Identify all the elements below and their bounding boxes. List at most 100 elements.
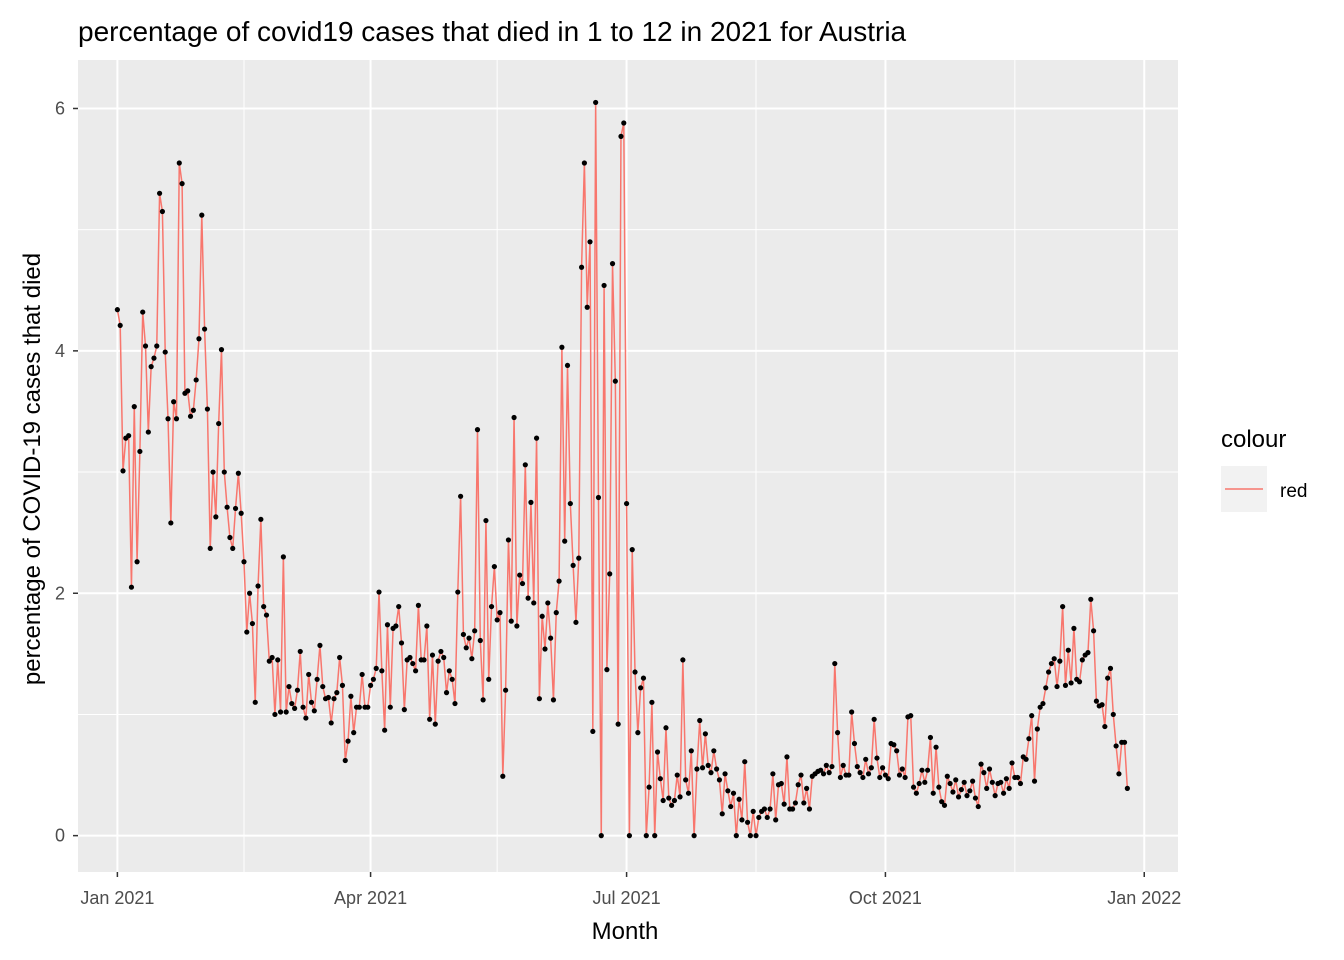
data-point xyxy=(612,378,618,384)
data-point xyxy=(480,697,486,703)
data-point xyxy=(767,806,773,812)
data-point xyxy=(823,762,829,768)
data-point xyxy=(854,763,860,770)
data-point xyxy=(159,208,165,215)
data-point xyxy=(826,770,832,776)
data-point xyxy=(216,420,222,427)
data-point xyxy=(179,181,185,187)
data-point xyxy=(674,772,680,778)
data-point xyxy=(609,261,616,267)
data-point xyxy=(989,779,995,785)
data-point xyxy=(199,212,205,218)
data-point xyxy=(210,469,216,475)
data-point xyxy=(539,613,545,619)
data-point xyxy=(567,500,573,507)
data-point xyxy=(469,656,475,662)
data-point xyxy=(424,623,430,629)
chart-title: percentage of covid19 cases that died in… xyxy=(78,16,907,47)
data-point xyxy=(387,704,393,710)
data-point xyxy=(691,833,697,839)
data-point xyxy=(598,833,604,839)
data-point xyxy=(649,699,655,705)
data-point xyxy=(950,789,956,795)
legend: colour red xyxy=(1221,426,1307,512)
data-point xyxy=(542,646,548,652)
data-point xyxy=(618,133,624,139)
data-point xyxy=(556,578,562,584)
data-point xyxy=(1093,698,1100,704)
data-point xyxy=(773,817,779,823)
data-point xyxy=(756,814,762,821)
data-point xyxy=(145,429,151,435)
data-point xyxy=(474,427,481,433)
data-point xyxy=(877,774,883,781)
data-point xyxy=(505,537,512,543)
data-point xyxy=(213,514,219,520)
data-point xyxy=(837,774,844,781)
data-point xyxy=(441,654,447,661)
data-point xyxy=(899,766,905,772)
data-point xyxy=(320,683,326,690)
data-point xyxy=(131,404,137,410)
data-point xyxy=(753,833,759,839)
data-point xyxy=(311,708,317,714)
data-point xyxy=(1031,778,1038,784)
data-point xyxy=(297,648,303,655)
data-point xyxy=(337,654,343,661)
data-point xyxy=(978,761,984,767)
data-point xyxy=(351,730,357,736)
data-point xyxy=(716,777,723,783)
data-point xyxy=(308,699,315,705)
data-point xyxy=(955,794,962,800)
data-point xyxy=(1026,736,1032,742)
data-point xyxy=(452,700,458,707)
data-point xyxy=(615,721,621,727)
data-point xyxy=(421,657,427,663)
data-point xyxy=(382,727,388,733)
data-point xyxy=(398,640,405,646)
data-point xyxy=(972,795,979,801)
data-point xyxy=(114,307,120,313)
data-point xyxy=(961,779,967,785)
data-point xyxy=(528,499,534,505)
y-axis-title: percentage of COVID-19 cases that died xyxy=(19,253,46,685)
data-point xyxy=(1043,685,1049,691)
data-point xyxy=(1105,675,1111,681)
data-point xyxy=(581,160,587,166)
data-point xyxy=(207,545,213,552)
data-point xyxy=(342,757,348,764)
data-point xyxy=(635,730,641,736)
data-point xyxy=(798,772,804,778)
data-point xyxy=(280,554,286,560)
data-point xyxy=(967,788,973,794)
x-tick-label: Jul 2021 xyxy=(593,888,661,908)
data-point xyxy=(1017,780,1024,787)
data-point xyxy=(590,728,596,735)
data-point xyxy=(750,808,756,815)
data-point xyxy=(202,326,208,332)
data-point xyxy=(761,806,768,812)
data-point xyxy=(1051,656,1057,662)
data-point xyxy=(1040,700,1046,707)
x-tick-label: Jan 2022 xyxy=(1107,888,1181,908)
data-point xyxy=(739,817,745,823)
data-point xyxy=(376,589,382,595)
data-point xyxy=(640,675,647,681)
data-point xyxy=(283,709,289,715)
data-point xyxy=(185,388,191,394)
data-point xyxy=(908,713,914,719)
data-point xyxy=(373,665,379,671)
data-point xyxy=(117,322,123,329)
data-point xyxy=(435,658,441,664)
data-point xyxy=(781,801,787,807)
data-point xyxy=(345,738,351,744)
data-point xyxy=(128,584,135,590)
data-point xyxy=(393,623,399,629)
data-point xyxy=(913,790,919,796)
data-point xyxy=(992,793,998,799)
data-point xyxy=(730,790,737,796)
data-point xyxy=(806,806,813,812)
data-point xyxy=(742,759,748,765)
data-point xyxy=(719,811,725,817)
